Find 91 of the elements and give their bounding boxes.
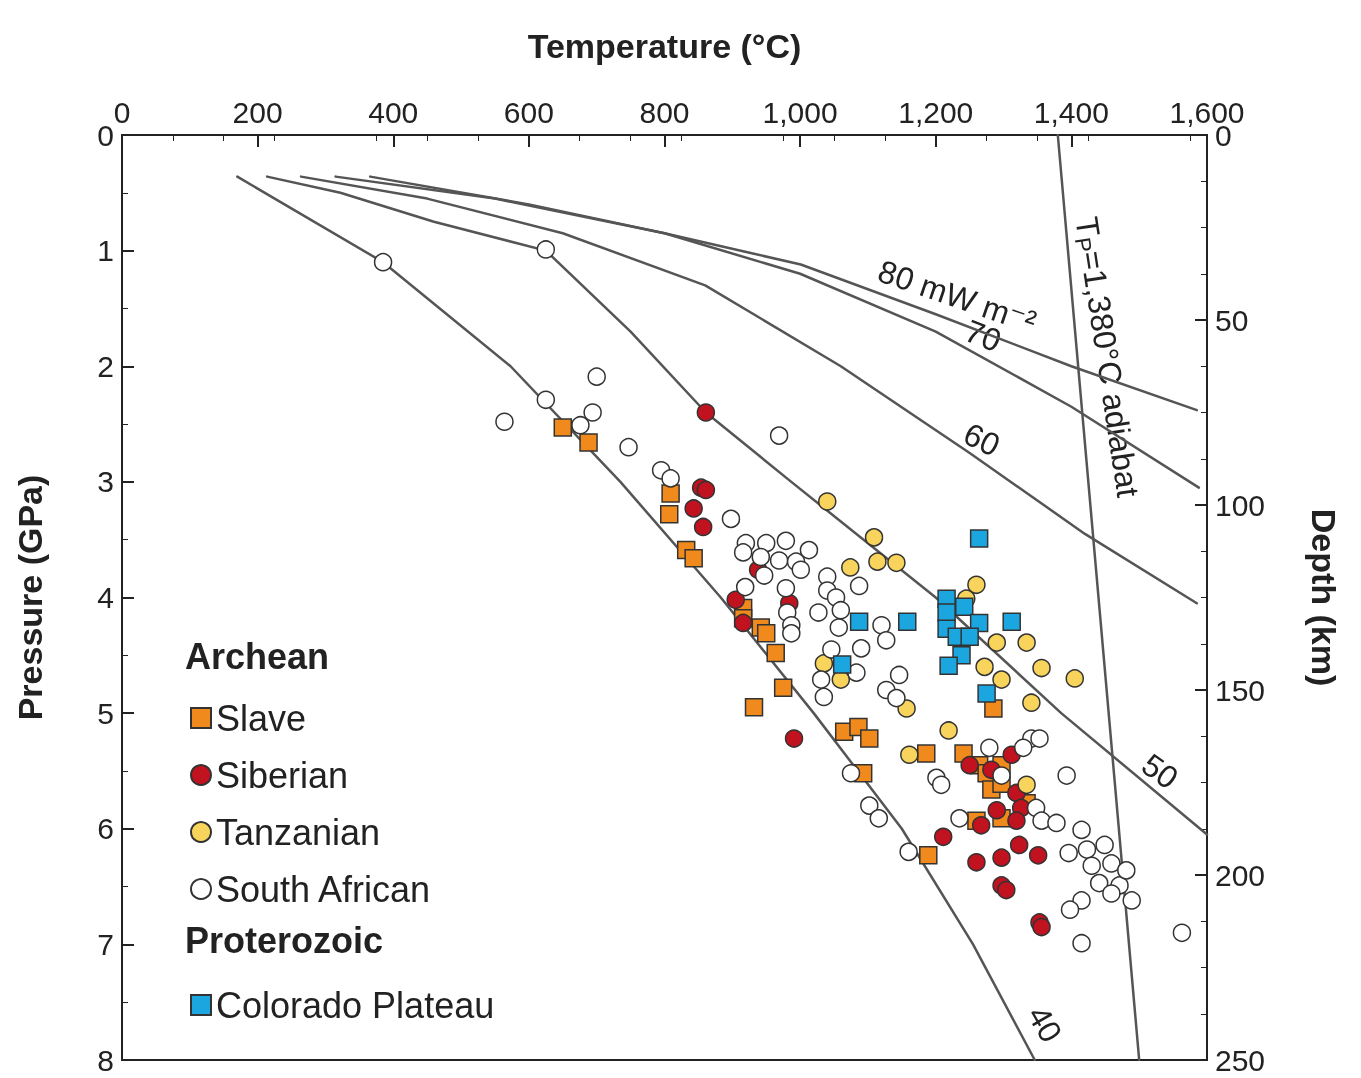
point	[684, 499, 703, 518]
x-tick-label: 1,000	[762, 95, 838, 129]
point	[967, 853, 986, 872]
point	[919, 846, 938, 865]
point	[832, 655, 852, 674]
point	[900, 745, 919, 764]
x-axis-title: Temperature (°C)	[527, 27, 802, 65]
y2-tick-label: 100	[1215, 488, 1266, 522]
point	[992, 670, 1011, 689]
point	[766, 643, 785, 663]
point	[696, 403, 716, 422]
y-tick-label: 2	[97, 349, 114, 383]
y-tick-label: 3	[97, 465, 114, 499]
point	[684, 548, 703, 568]
x-tick-label: 1,200	[898, 95, 974, 129]
point	[1009, 835, 1029, 855]
legend-label: Colorado Plateau	[216, 984, 495, 1026]
legend-label: Slave	[216, 697, 307, 739]
point	[860, 729, 879, 748]
x-tick-label: 400	[368, 95, 419, 129]
legend-label: Siberian	[216, 754, 349, 796]
point	[784, 729, 804, 748]
point	[969, 529, 989, 548]
point	[864, 528, 884, 547]
point	[849, 612, 869, 632]
point	[818, 492, 837, 511]
point	[992, 848, 1011, 867]
point	[887, 553, 906, 573]
text: 40	[1020, 999, 1070, 1049]
point	[1028, 846, 1048, 865]
legend-label: South African	[216, 868, 431, 910]
point	[971, 816, 991, 835]
x-tick-label: 600	[503, 95, 554, 129]
point	[975, 657, 994, 677]
point	[726, 590, 745, 610]
point	[967, 575, 986, 595]
point	[553, 418, 573, 437]
point	[897, 699, 916, 718]
x-tick-label: 1,400	[1033, 95, 1109, 129]
point	[661, 484, 680, 503]
point	[733, 613, 753, 633]
point	[960, 627, 979, 647]
point	[1022, 693, 1041, 712]
legend-title: Archean	[185, 635, 330, 677]
y-tick-label: 0	[97, 118, 114, 152]
x-tick-label: 800	[639, 95, 690, 129]
point	[1007, 811, 1026, 830]
y-tick-label: 7	[97, 927, 114, 961]
y-tick-label: 8	[97, 1043, 114, 1077]
y2-tick-label: 150	[1215, 673, 1266, 707]
point	[841, 558, 860, 577]
text: 60	[957, 415, 1006, 464]
point	[939, 656, 958, 675]
point	[939, 721, 958, 740]
text: TP=1,380°C adiabat	[1068, 214, 1147, 500]
y2-tick-label: 50	[1215, 303, 1249, 337]
legend-label: Tanzanian	[216, 811, 381, 853]
point	[987, 633, 1007, 652]
point	[579, 433, 598, 452]
y-axis-title: Pressure (GPa)	[11, 474, 49, 721]
point	[1002, 612, 1021, 632]
annotation: Proterozoic	[185, 919, 384, 961]
point	[1065, 669, 1085, 688]
point	[744, 698, 764, 717]
point	[773, 678, 793, 697]
point	[954, 597, 974, 616]
point	[1032, 917, 1051, 937]
point	[977, 684, 996, 703]
point	[960, 755, 979, 775]
y-tick-label: 4	[97, 581, 114, 614]
y-tick-label: 1	[97, 234, 114, 268]
point	[1017, 775, 1036, 795]
point	[987, 801, 1007, 820]
point	[756, 624, 776, 643]
point	[933, 827, 953, 847]
y2-tick-label: 200	[1215, 858, 1266, 892]
point	[1017, 633, 1036, 652]
point	[917, 744, 936, 763]
y2-axis-title: Depth (km)	[1305, 508, 1343, 687]
y2-tick-label: 250	[1215, 1043, 1266, 1077]
text: 50	[1135, 746, 1185, 797]
y-tick-label: 5	[97, 696, 114, 730]
point	[898, 612, 917, 632]
x-tick-label: 200	[232, 95, 283, 129]
point	[868, 552, 887, 571]
point	[997, 880, 1016, 900]
point	[693, 517, 713, 537]
point	[1032, 658, 1051, 678]
point	[660, 505, 679, 524]
y-tick-label: 6	[97, 812, 114, 846]
point	[696, 480, 716, 500]
